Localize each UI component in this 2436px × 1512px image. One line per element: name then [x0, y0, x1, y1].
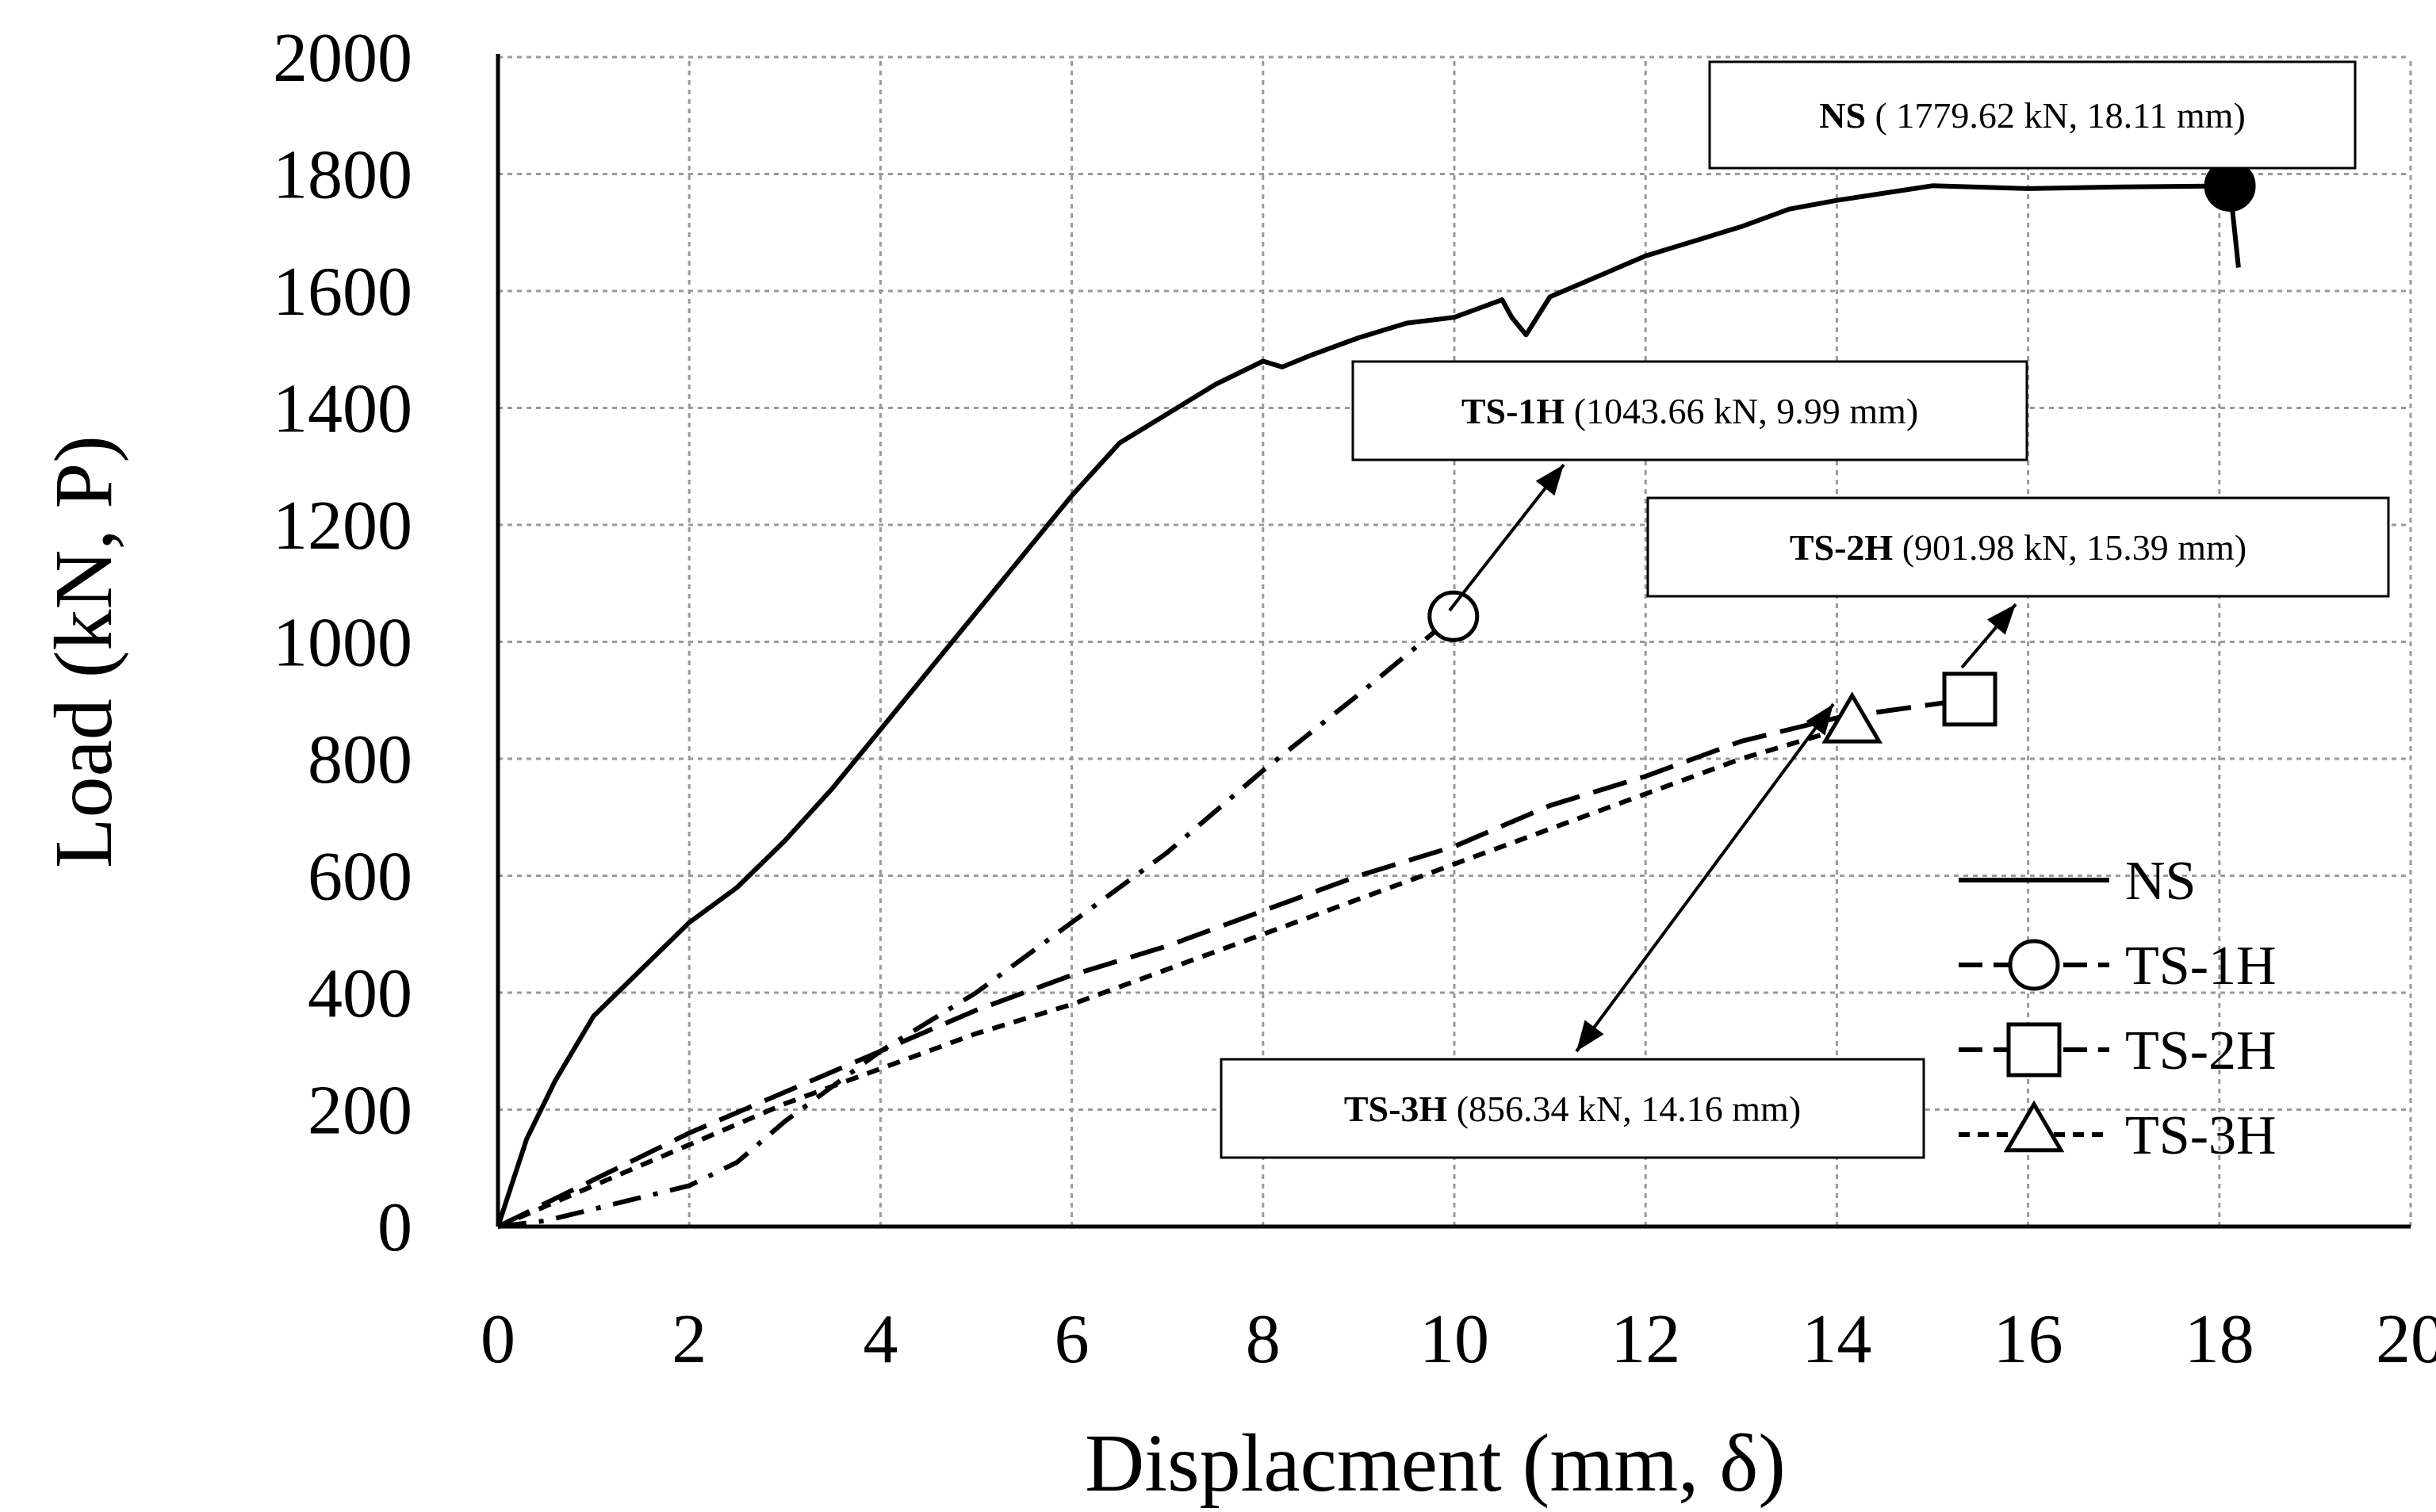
x-tick-label: 4 [863, 1301, 898, 1378]
x-tick-label: 6 [1055, 1301, 1090, 1378]
annotation-label: NS ( 1779.62 kN, 18.11 mm) [1819, 95, 2246, 136]
annotation-box [1708, 60, 2357, 170]
y-tick-label: 400 [308, 955, 412, 1032]
y-axis-title: Load (kN, P) [38, 435, 129, 868]
legend-item-ns: NS [1959, 851, 2196, 912]
annotations: NS ( 1779.62 kN, 18.11 mm) TS-1H (1043.66… [1220, 60, 2390, 1159]
annotation-arrowhead [1806, 704, 1833, 736]
x-tick-label: 0 [481, 1301, 515, 1378]
y-tick-label: 1400 [273, 371, 412, 448]
x-tick-label: 18 [2185, 1301, 2254, 1378]
y-tick-label: 1200 [273, 488, 412, 565]
annotation-detail: (901.98 kN, 15.39 mm) [1893, 527, 2246, 568]
series-line-ts-2h [496, 696, 1971, 1229]
annotation-arrow-line [1575, 702, 1835, 1053]
annotation-ts-3h: TS-3H (856.34 kN, 14.16 mm) [1220, 702, 1925, 1159]
y-tick-label: 800 [308, 722, 412, 798]
y-tick-label: 200 [308, 1073, 412, 1150]
series-marker-ts-3h [1821, 691, 1883, 744]
annotation-detail: (856.34 kN, 14.16 mm) [1447, 1089, 1801, 1129]
annotation-series-name: NS [1819, 95, 1866, 136]
legend-label: TS-2H [2125, 1020, 2277, 1081]
series-marker-ts-1h [1427, 590, 1480, 642]
x-tick-label: 16 [1994, 1301, 2063, 1378]
tick-labels: 0 2 4 6 8 10 12 14 16 18 2002004006008001000120014… [273, 20, 2436, 1378]
y-tick-label: 0 [377, 1189, 412, 1266]
x-tick-label: 10 [1419, 1301, 1489, 1378]
y-tick-label: 2000 [273, 20, 412, 97]
legend-label: TS-1H [2125, 936, 2277, 997]
annotation-ts-2h: TS-2H (901.98 kN, 15.39 mm) [1646, 496, 2390, 669]
legend-label: NS [2125, 851, 2196, 912]
x-tick-label: 20 [2376, 1301, 2436, 1378]
annotation-label: TS-2H (901.98 kN, 15.39 mm) [1790, 527, 2246, 568]
legend-swatch-marker [2003, 1100, 2065, 1153]
x-axis-title: Displacment (mm, δ) [1085, 1418, 1786, 1509]
x-tick-label: 8 [1246, 1301, 1281, 1378]
y-tick-label: 1000 [273, 605, 412, 682]
x-tick-label: 2 [672, 1301, 707, 1378]
annotation-box [1220, 1058, 1925, 1159]
annotation-series-name: TS-1H [1461, 391, 1565, 431]
annotation-arrowhead [1576, 1020, 1604, 1051]
axes [496, 54, 2411, 1229]
y-tick-label: 600 [308, 839, 412, 916]
x-tick-label: 14 [1802, 1301, 1871, 1378]
series-marker-ts-2h [1942, 672, 1997, 727]
annotation-detail: (1043.66 kN, 9.99 mm) [1565, 391, 1918, 431]
legend-item-ts-1h: TS-1H [1959, 936, 2277, 997]
annotation-box [1646, 496, 2390, 598]
legend-label: TS-3H [2125, 1105, 2277, 1166]
legend-swatch-marker [2006, 1022, 2062, 1078]
series-line-ts-3h [496, 723, 1853, 1229]
y-tick-label: 1600 [273, 254, 412, 331]
annotation-label: TS-3H (856.34 kN, 14.16 mm) [1344, 1089, 1801, 1129]
y-tick-label: 1800 [273, 137, 412, 214]
annotation-ts-1h: TS-1H (1043.66 kN, 9.99 mm) [1351, 360, 2028, 612]
series-marker-ns [2204, 160, 2256, 212]
annotation-ns: NS ( 1779.62 kN, 18.11 mm) [1708, 60, 2357, 170]
annotation-detail: ( 1779.62 kN, 18.11 mm) [1866, 95, 2246, 136]
legend-item-ts-2h: TS-2H [1959, 1020, 2277, 1081]
annotation-label: TS-1H (1043.66 kN, 9.99 mm) [1461, 391, 1918, 431]
legend-swatch-marker [2008, 939, 2060, 991]
annotation-series-name: TS-2H [1790, 527, 1894, 568]
annotation-arrowhead [1986, 604, 2016, 635]
series-lines [496, 160, 2256, 1229]
x-tick-label: 12 [1611, 1301, 1680, 1378]
legend: NS TS-1H TS-2H TS-3H [1959, 851, 2277, 1166]
annotation-box [1351, 360, 2028, 461]
series-line-ns [496, 183, 2241, 1227]
annotation-arrowhead [1535, 465, 1564, 496]
legend-item-ts-3h: TS-3H [1959, 1100, 2277, 1166]
annotation-series-name: TS-3H [1344, 1089, 1448, 1129]
annotation-arrow-line [1448, 463, 1565, 612]
